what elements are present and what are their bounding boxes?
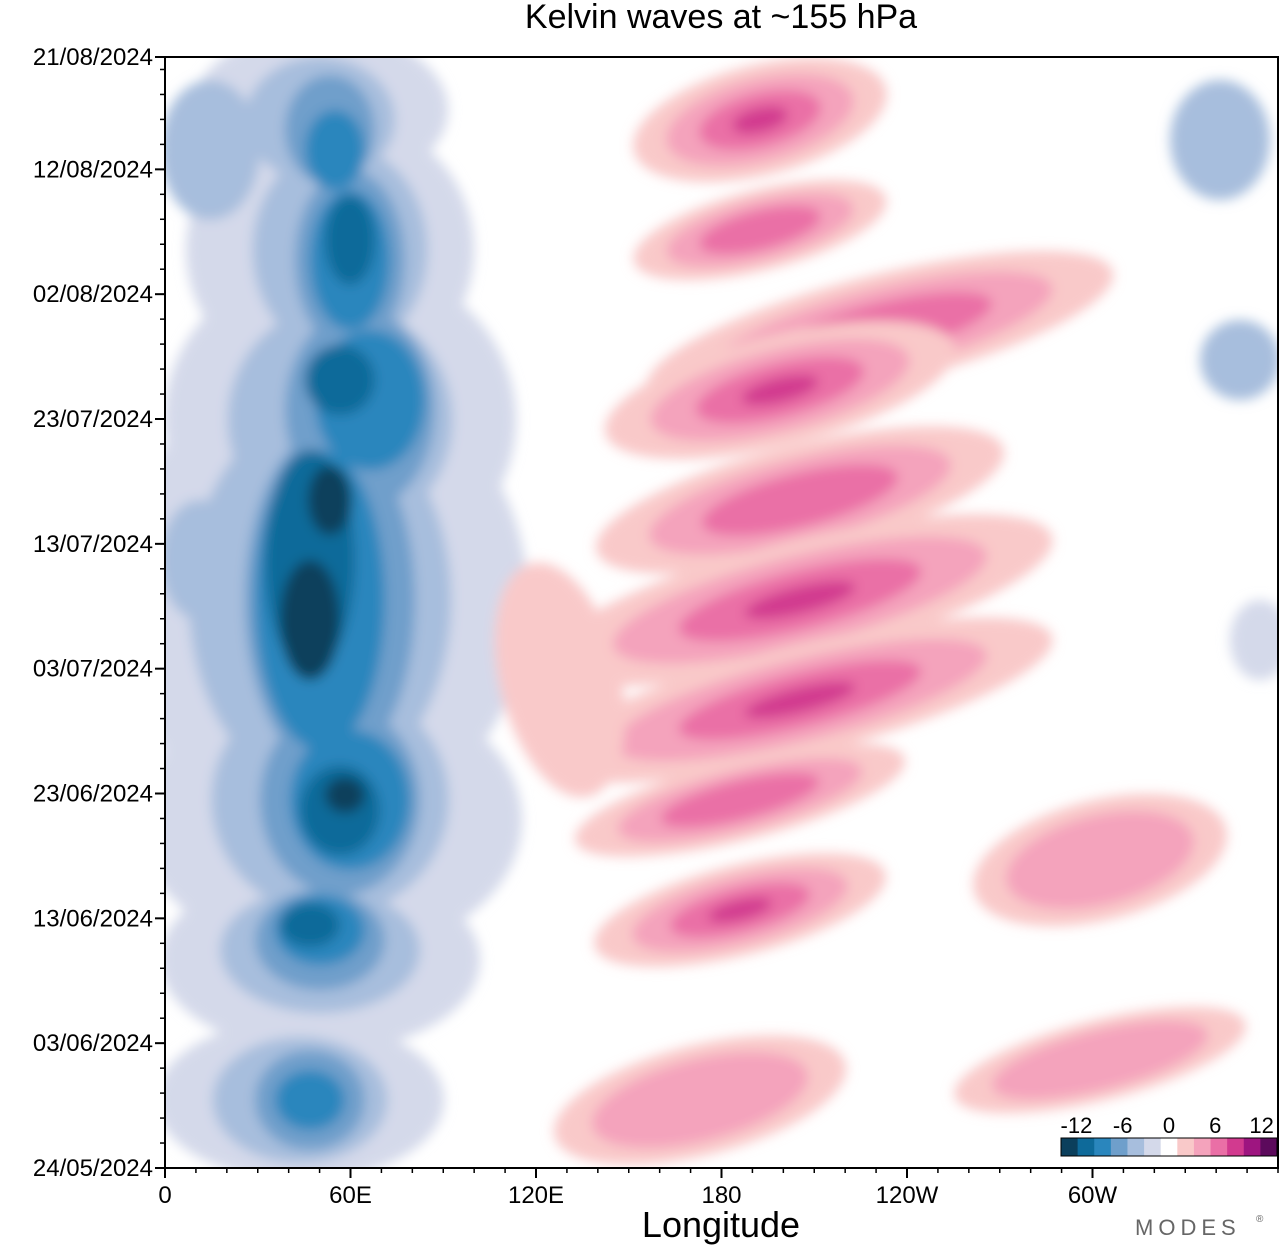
contour-blob — [1006, 811, 1194, 909]
colorbar-swatch — [1227, 1138, 1245, 1156]
y-tick-label: 02/08/2024 — [33, 281, 153, 308]
colorbar-label: 6 — [1209, 1113, 1221, 1138]
contour-blob — [165, 500, 240, 620]
y-tick-label: 13/07/2024 — [33, 531, 153, 558]
contour-field — [165, 57, 1278, 1168]
x-tick-label: 0 — [158, 1182, 171, 1209]
x-tick-label: 120E — [508, 1182, 564, 1209]
contour-blob — [280, 560, 340, 680]
x-tick-label: 60E — [329, 1182, 372, 1209]
contour-blob — [1170, 80, 1270, 200]
contour-blob — [707, 897, 773, 923]
x-tick-label: 120W — [876, 1182, 939, 1209]
colorbar-frame — [1060, 1137, 1278, 1157]
contour-blob — [732, 106, 788, 134]
colorbar-swatch — [1094, 1138, 1112, 1156]
colorbar-label: -12 — [1061, 1113, 1093, 1138]
y-axis: 21/08/2024 12/08/2024 02/08/2024 23/07/2024… — [33, 44, 165, 1182]
colorbar-swatch — [1144, 1138, 1162, 1156]
x-tick-label: 60W — [1068, 1182, 1118, 1209]
contour-blob — [280, 903, 340, 947]
x-axis-label: Longitude — [642, 1204, 800, 1245]
contour-blob — [1230, 600, 1278, 680]
contour-blob — [992, 1020, 1208, 1100]
contour-blob — [305, 345, 375, 415]
contour-blob — [699, 206, 821, 254]
contour-blob — [741, 374, 819, 406]
colorbar-swatch — [1160, 1138, 1178, 1156]
contour-blob — [275, 1070, 345, 1130]
y-tick-label: 12/08/2024 — [33, 156, 153, 183]
contour-blob — [494, 562, 626, 798]
registered-mark: ® — [1256, 1214, 1264, 1225]
colorbar-swatch — [1127, 1138, 1145, 1156]
colorbar-label: -6 — [1113, 1113, 1133, 1138]
colorbar-swatch — [1110, 1138, 1128, 1156]
y-tick-label: 23/06/2024 — [33, 781, 153, 808]
contour-blob — [305, 110, 365, 190]
contour-blob — [744, 681, 856, 719]
chart-title: Kelvin waves at ~155 hPa — [525, 0, 917, 36]
x-tick-label: 180 — [701, 1182, 741, 1209]
contour-blob — [701, 464, 899, 536]
colorbar-swatch — [1260, 1138, 1278, 1156]
modes-logo: MODES — [1135, 1215, 1241, 1240]
colorbar-swatch — [1061, 1138, 1079, 1156]
contour-blob — [591, 1052, 809, 1148]
colorbar-swatch — [1243, 1138, 1261, 1156]
contour-blob — [1200, 320, 1278, 400]
colorbar-label: 12 — [1249, 1113, 1273, 1138]
colorbar-label: 0 — [1163, 1113, 1175, 1138]
y-tick-label: 03/06/2024 — [33, 1030, 153, 1057]
contour-blob — [660, 772, 820, 828]
colorbar-swatch — [1177, 1138, 1195, 1156]
y-tick-label: 23/07/2024 — [33, 406, 153, 433]
x-axis: 0 60E 120E 180 120W 60W — [158, 1168, 1279, 1209]
colorbar-swatch — [1210, 1138, 1228, 1156]
contour-blob — [325, 777, 365, 813]
colorbar: -12 -6 0 6 12 — [1060, 1113, 1278, 1157]
y-tick-label: 13/06/2024 — [33, 905, 153, 932]
colorbar-swatch — [1077, 1138, 1095, 1156]
contour-blob — [325, 195, 375, 285]
contour-blob — [165, 80, 260, 220]
y-tick-label: 03/07/2024 — [33, 656, 153, 683]
y-tick-label: 24/05/2024 — [33, 1155, 153, 1182]
y-tick-label: 21/08/2024 — [33, 44, 153, 71]
colorbar-swatch — [1193, 1138, 1212, 1156]
contour-blob — [308, 465, 352, 535]
contour-blob — [744, 581, 856, 619]
